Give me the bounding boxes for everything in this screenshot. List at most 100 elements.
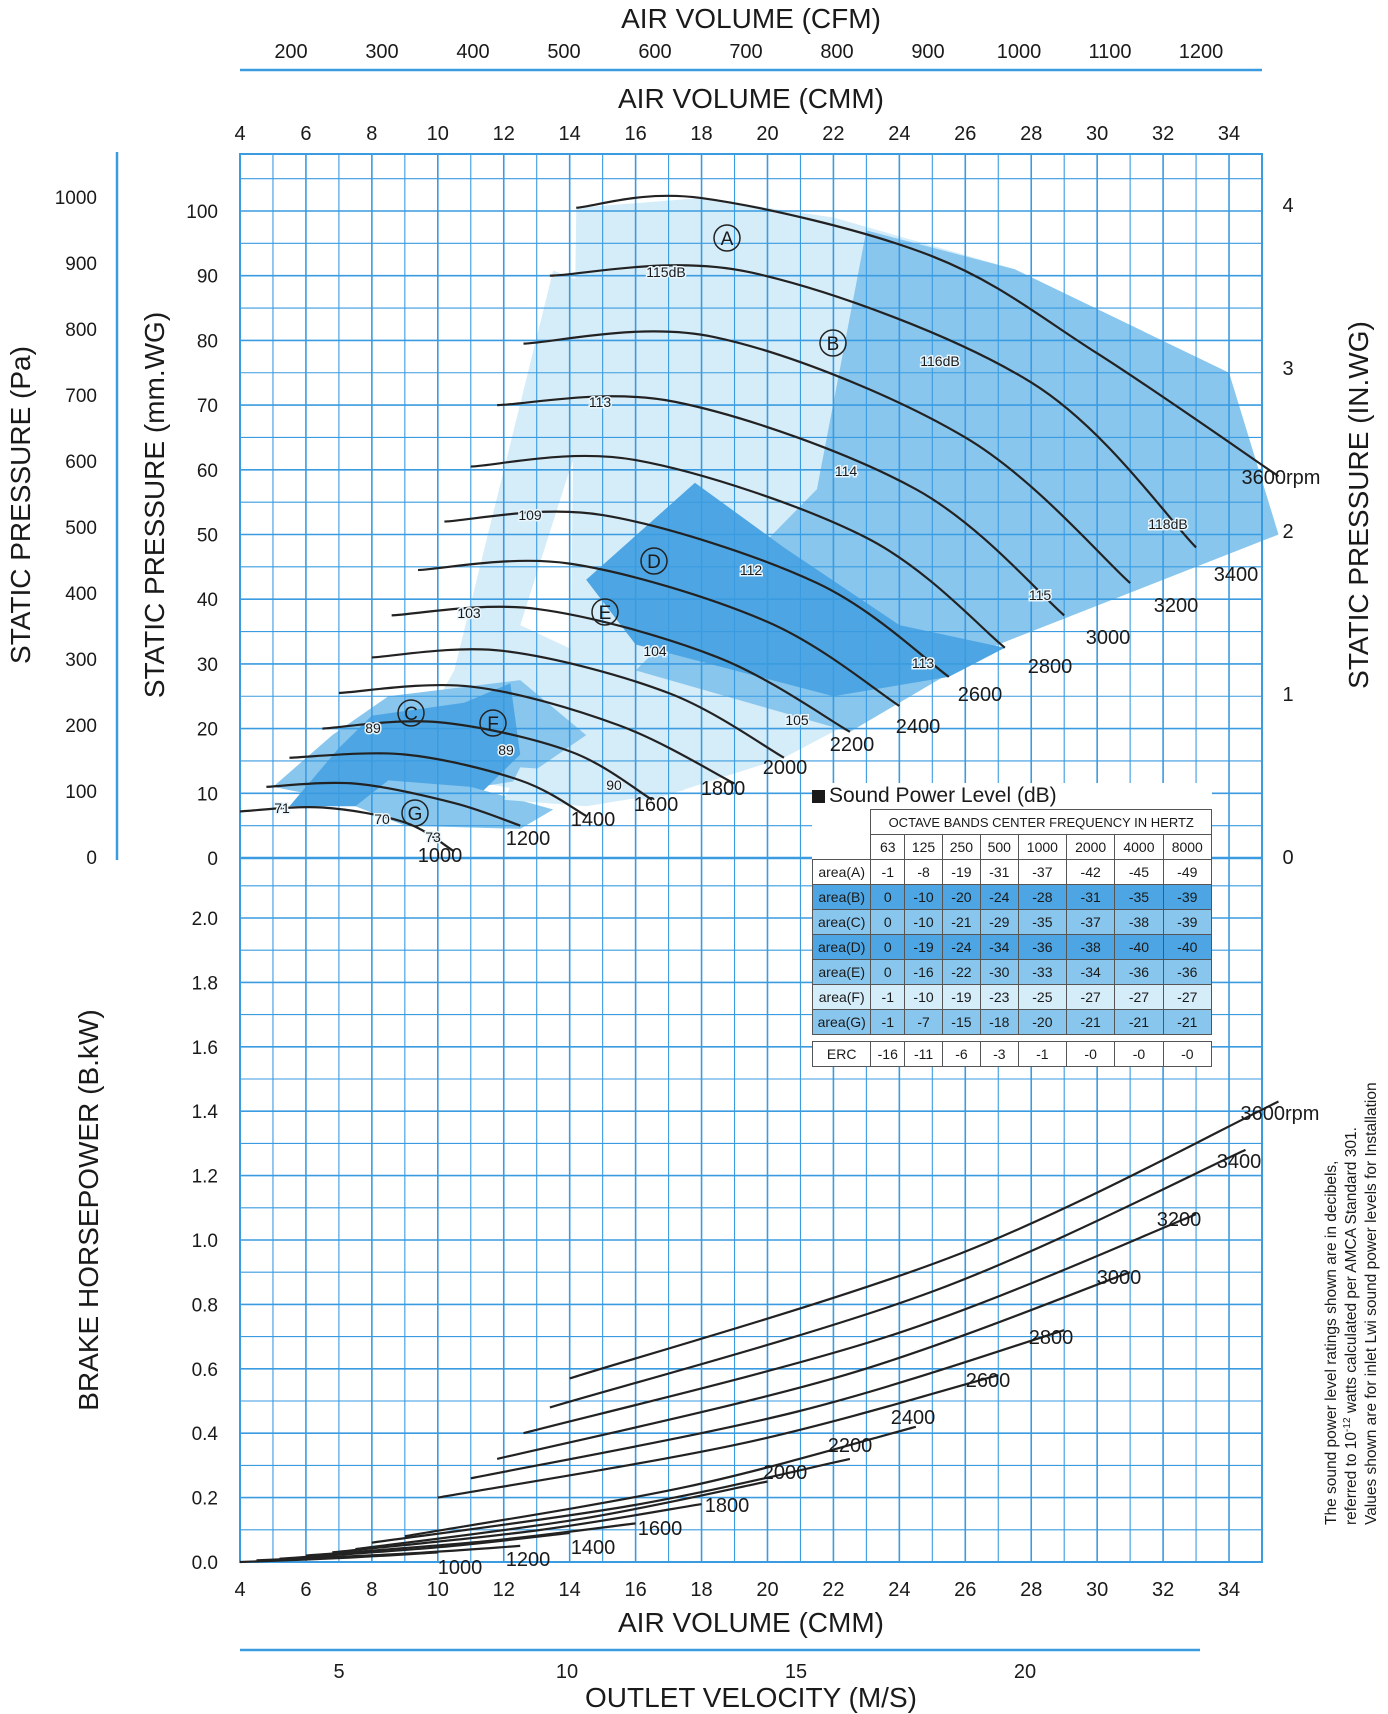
cmm-tick-top: 22 xyxy=(822,123,844,145)
sound-level-label: 71 xyxy=(274,800,290,816)
sound-value-cell: -36 xyxy=(1114,959,1164,985)
area-cell: area(C) xyxy=(811,909,872,935)
area-marker-c xyxy=(397,699,425,727)
sound-value-cell: -10 xyxy=(904,909,943,935)
area-cell: area(F) xyxy=(811,984,872,1010)
pressure-curve-1800 xyxy=(338,683,736,785)
sound-value-cell: -36 xyxy=(1017,934,1068,960)
power-rpm-label: 3600rpm xyxy=(1241,1103,1320,1125)
cmm-tick-top: 12 xyxy=(493,123,515,145)
power-curve-1400 xyxy=(279,1531,570,1560)
sound-value-cell: -31 xyxy=(1066,884,1116,910)
area-marker-a xyxy=(713,224,741,252)
cmm-tick-top: 34 xyxy=(1218,123,1240,145)
cmm-tick-bottom: 6 xyxy=(300,1579,311,1601)
pa-tick: 300 xyxy=(65,650,97,671)
cmm-tick-bottom: 8 xyxy=(366,1579,377,1601)
erc-label: ERC xyxy=(811,1041,872,1067)
frequency-cell: 1000 xyxy=(1017,834,1068,860)
pa-tick: 200 xyxy=(65,716,97,737)
cmm-tick-top: 16 xyxy=(624,123,646,145)
sound-level-label: 114 xyxy=(835,463,858,479)
sound-value-cell: -40 xyxy=(1162,934,1213,960)
sound-level-label: 115 xyxy=(1029,587,1052,603)
cmm-tick-top: 10 xyxy=(427,123,449,145)
sound-value-cell: -19 xyxy=(941,859,981,885)
mmwg-tick: 50 xyxy=(197,526,218,547)
cmm-tick-bottom: 34 xyxy=(1218,1579,1240,1601)
sound-value-cell: -37 xyxy=(1017,859,1068,885)
sound-table-title: Sound Power Level (dB) xyxy=(812,783,1212,809)
sound-table-title-text: Sound Power Level (dB) xyxy=(829,784,1057,807)
pressure-curve-2200 xyxy=(391,605,851,733)
sound-value-cell: -45 xyxy=(1114,859,1164,885)
mmwg-tick: 0 xyxy=(207,849,218,870)
mmwg-tick: 20 xyxy=(197,720,218,741)
cmm-tick-top: 6 xyxy=(300,123,311,145)
power-rpm-label: 1400 xyxy=(571,1537,616,1559)
power-tick: 2.0 xyxy=(192,909,218,930)
area-cell: area(A) xyxy=(811,859,872,885)
sound-value-cell: -20 xyxy=(1017,1009,1068,1035)
square-icon xyxy=(812,790,825,803)
sound-value-cell: -35 xyxy=(1114,884,1164,910)
mmwg-tick: 70 xyxy=(197,396,218,417)
mmwg-axis-title: STATIC PRESSURE (mm.WG) xyxy=(139,312,170,698)
cfm-tick: 400 xyxy=(456,41,489,63)
frequency-cell: 125 xyxy=(904,834,943,860)
cfm-tick: 800 xyxy=(820,41,853,63)
sound-table-header-row: OCTAVE BANDS CENTER FREQUENCY IN HERTZ xyxy=(813,809,1212,835)
pressure-curve-2000 xyxy=(371,648,785,759)
sound-power-table: Sound Power Level (dB) OCTAVE BANDS CENT… xyxy=(811,783,1213,1067)
pa-tick: 700 xyxy=(65,386,97,407)
power-rpm-label: 2000 xyxy=(763,1462,808,1484)
power-rpm-label: 2400 xyxy=(891,1407,936,1429)
pressure-curve-1400 xyxy=(289,752,587,817)
cmm-tick-bottom: 12 xyxy=(493,1579,515,1601)
sound-value-cell: -35 xyxy=(1017,909,1068,935)
power-rpm-label: 3400 xyxy=(1217,1151,1262,1173)
cfm-tick: 1100 xyxy=(1088,41,1131,63)
area-label-e: E xyxy=(599,603,612,624)
sound-value-cell: -21 xyxy=(1162,1009,1213,1035)
pa-tick: 400 xyxy=(65,584,97,605)
cmm-tick-top: 4 xyxy=(234,123,245,145)
sound-value-cell: -40 xyxy=(1114,934,1164,960)
pressure-curve-2800 xyxy=(470,454,1006,649)
sound-value-cell: -21 xyxy=(1066,1009,1116,1035)
pressure-curve-1600 xyxy=(322,720,653,801)
pa-tick: 1000 xyxy=(55,188,97,209)
cmm-tick-top: 26 xyxy=(954,123,976,145)
sound-areas xyxy=(272,198,1279,829)
mmwg-tick: 90 xyxy=(197,267,218,288)
cmm-tick-top: 24 xyxy=(888,123,910,145)
power-tick: 1.2 xyxy=(192,1167,218,1188)
cmm-tick-bottom: 16 xyxy=(624,1579,646,1601)
power-rpm-label: 1600 xyxy=(638,1518,683,1540)
sound-value-cell: -27 xyxy=(1162,984,1213,1010)
sound-level-label: 105 xyxy=(785,712,809,728)
frequency-cell: 250 xyxy=(941,834,981,860)
mmwg-tick: 80 xyxy=(197,331,218,352)
pa-axis-title: STATIC PRESSURE (Pa) xyxy=(5,346,36,664)
power-rpm-label: 1000 xyxy=(438,1557,483,1579)
cmm-tick-bottom: 32 xyxy=(1152,1579,1174,1601)
power-curve-2800 xyxy=(470,1329,1065,1480)
frequency-cell: 2000 xyxy=(1066,834,1116,860)
area-marker-e xyxy=(591,598,619,626)
power-rpm-label: 2200 xyxy=(828,1435,873,1457)
inwg-tick: 2 xyxy=(1282,521,1293,543)
cmm-tick-top: 32 xyxy=(1152,123,1174,145)
area-fill-8 xyxy=(503,767,686,807)
area-marker-f xyxy=(479,709,507,737)
sound-value-cell: -42 xyxy=(1066,859,1116,885)
note-line-2: referred to 10-12 watts calculated per A… xyxy=(1342,1127,1360,1525)
cmm-tick-bottom: 10 xyxy=(427,1579,449,1601)
pressure-rpm-label: 1600 xyxy=(634,794,679,816)
erc-value-cell: -0 xyxy=(1066,1041,1116,1067)
inwg-tick: 4 xyxy=(1282,195,1293,217)
area-marker-d xyxy=(640,547,668,575)
sound-value-cell: -28 xyxy=(1017,884,1068,910)
cfm-axis-title: AIR VOLUME (CFM) xyxy=(621,3,881,34)
pressure-rpm-label: 1400 xyxy=(571,809,616,831)
